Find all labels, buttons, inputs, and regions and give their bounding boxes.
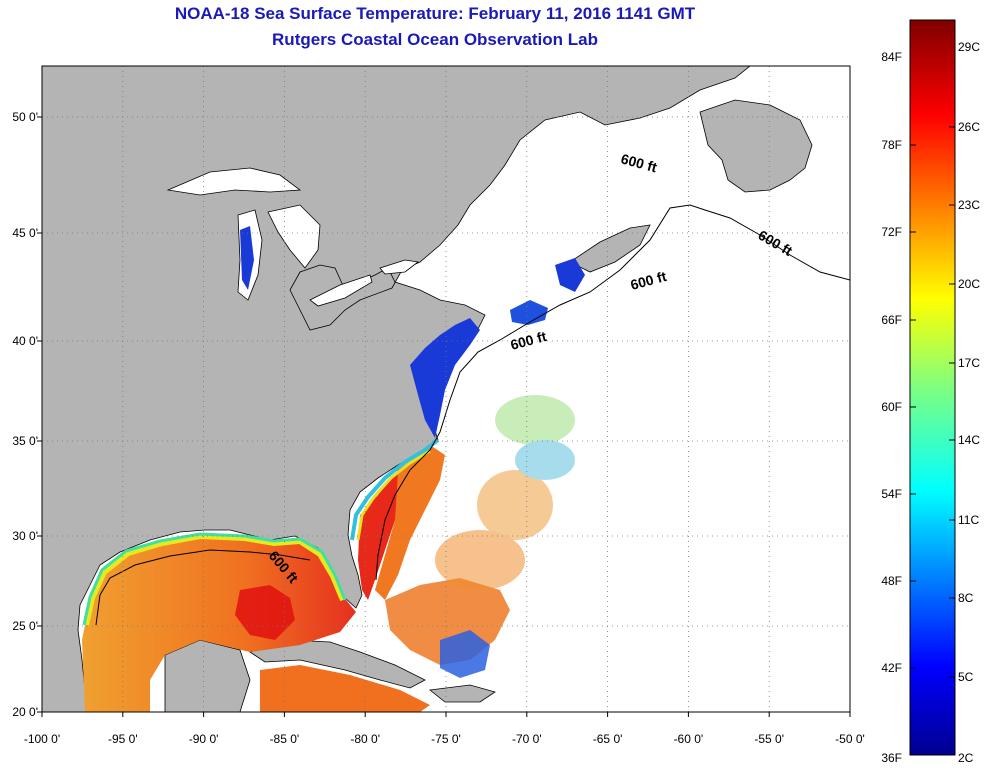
land-hispaniola — [429, 684, 496, 703]
colorbar-c-label: 20C — [958, 277, 980, 291]
colorbar-f-label: 42F — [881, 661, 902, 675]
land-yucatan — [164, 639, 251, 712]
colorbar-c-label: 23C — [958, 198, 980, 212]
colorbar-c-label: 17C — [958, 356, 980, 370]
lon-tick-label: -70 0' — [512, 732, 542, 746]
colorbar-c-label: 8C — [958, 591, 974, 605]
colorbar-c-label: 5C — [958, 670, 974, 684]
sst-gulf-of-mexico — [82, 533, 356, 712]
contour-600ft-gulf — [95, 549, 311, 626]
lat-tick-label: 25 0' — [12, 619, 38, 633]
lon-tick-label: -60 0' — [674, 732, 704, 746]
lon-tick-label: -90 0' — [189, 732, 219, 746]
lake-superior — [166, 167, 302, 196]
land-nova-scotia — [569, 224, 651, 273]
lon-tick-label: -50 0' — [835, 732, 865, 746]
lon-tick-label: -95 0' — [108, 732, 138, 746]
sst-offshore-speckle — [435, 395, 575, 590]
lake-huron — [267, 204, 321, 269]
map-subtitle: Rutgers Coastal Ocean Observation Lab — [272, 30, 598, 49]
colorbar-c-label: 11C — [958, 513, 979, 527]
colorbar-fahrenheit-labels: 84F 78F 72F 66F 60F 54F 48F 42F 36F — [881, 50, 916, 765]
colorbar-f-label: 66F — [881, 313, 902, 327]
colorbar-f-label: 36F — [881, 751, 902, 765]
longitude-ticks: -100 0' -95 0' -90 0' -85 0' -80 0' -75 0' -70… — [24, 712, 865, 746]
sst-caribbean-blue — [440, 630, 490, 678]
lon-tick-label: -100 0' — [24, 732, 60, 746]
colorbar — [909, 19, 956, 756]
map-title: NOAA-18 Sea Surface Temperature: Februar… — [174, 4, 696, 23]
lat-tick-label: 45 0' — [12, 226, 38, 240]
lon-tick-label: -55 0' — [754, 732, 784, 746]
lon-tick-label: -85 0' — [270, 732, 300, 746]
colorbar-c-label: 29C — [958, 40, 980, 54]
colorbar-f-label: 78F — [881, 138, 902, 152]
sst-gulf-coast-green — [82, 532, 347, 626]
contour-600ft — [375, 204, 850, 581]
sst-mid-atlantic-cold — [410, 318, 480, 438]
colorbar-f-label: 72F — [881, 225, 902, 239]
lat-tick-label: 40 0' — [12, 334, 38, 348]
colorbar-f-label: 48F — [881, 574, 902, 588]
colorbar-c-label: 26C — [958, 120, 980, 134]
colorbar-f-label: 54F — [881, 487, 902, 501]
lon-tick-label: -75 0' — [431, 732, 461, 746]
lat-tick-label: 30 0' — [12, 529, 38, 543]
colorbar-c-label: 2C — [958, 751, 974, 765]
land-newfoundland — [699, 99, 813, 193]
sst-gulf-coast-yellow — [83, 532, 346, 626]
sst-gulf-stream — [358, 445, 432, 600]
sst-lake-michigan-blue — [240, 226, 254, 290]
lake-erie — [309, 274, 373, 307]
lon-tick-label: -65 0' — [593, 732, 623, 746]
lat-tick-label: 50 0' — [12, 110, 38, 124]
lon-tick-label: -80 0' — [350, 732, 380, 746]
lat-tick-label: 20 0' — [12, 705, 38, 719]
land-cuba — [249, 639, 426, 689]
colorbar-f-label: 60F — [881, 400, 902, 414]
colorbar-c-label: 14C — [958, 433, 980, 447]
sst-shelf-orange — [375, 445, 445, 600]
sst-carolina-shelf-yellow — [356, 449, 431, 541]
latitude-ticks: 50 0' 45 0' 40 0' 35 0' 30 0' 25 0' 20 0' — [12, 110, 42, 719]
sst-gulf-of-maine-cold — [510, 300, 548, 325]
lake-ontario — [379, 259, 419, 275]
lat-tick-label: 35 0' — [12, 434, 38, 448]
sst-nova-scotia-cold — [555, 258, 585, 292]
colorbar-f-label: 84F — [881, 50, 902, 64]
sst-carolina-shelf — [350, 438, 440, 541]
colorbar-celsius-labels: 29C 26C 23C 20C 17C 14C 11C 8C 5C 2C — [949, 40, 980, 765]
sst-gulf-warm-core — [235, 585, 295, 640]
sst-caribbean-orange — [260, 665, 430, 712]
